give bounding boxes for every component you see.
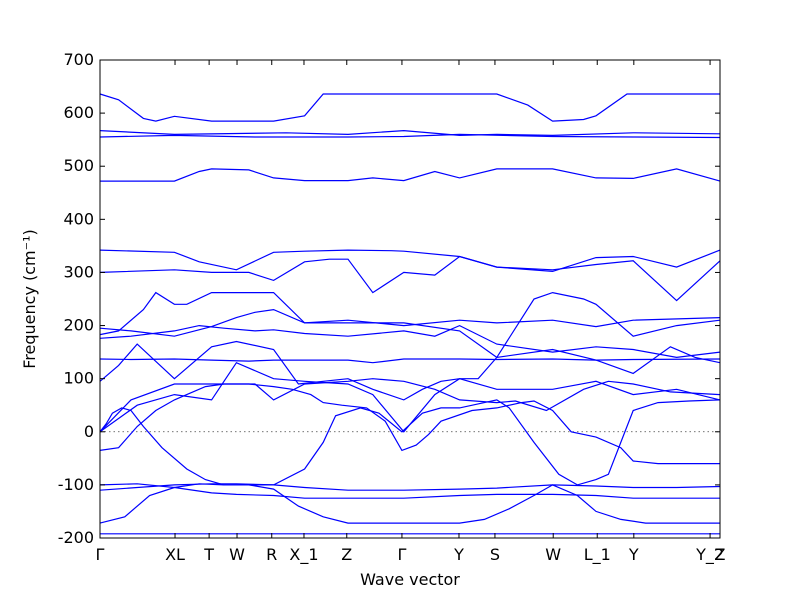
band-line (99, 255, 721, 302)
band-line (99, 133, 721, 139)
y-tick-label: 200 (63, 316, 94, 335)
band-line (99, 291, 721, 336)
y-tick-label: 400 (63, 209, 94, 228)
x-tick-label: XL (165, 545, 185, 564)
x-axis-ticks: Γ XL T W R X_1 Z Γ Y S W L_1 Y Y_2Z (96, 60, 726, 565)
band-line (99, 324, 721, 359)
plot-area (100, 60, 720, 538)
band-line (99, 383, 720, 465)
band-line (99, 378, 721, 433)
x-tick-label: Y_2 (695, 545, 724, 565)
x-tick-label: W (229, 545, 245, 564)
y-tick-label: -200 (58, 528, 94, 547)
x-tick-label: L_1 (584, 545, 611, 565)
band-line (99, 358, 721, 364)
y-tick-label: 300 (63, 262, 94, 281)
plot-frame (99, 59, 721, 539)
x-axis-label: Wave vector (360, 570, 460, 589)
y-tick-label: 600 (63, 103, 94, 122)
x-tick-label: Γ (96, 545, 105, 564)
band-line (100, 168, 721, 182)
y-tick-label: 500 (63, 156, 94, 175)
x-tick-label: R (266, 545, 277, 564)
band-line (99, 249, 721, 273)
x-tick-label: Z (715, 545, 726, 564)
band-line (99, 483, 720, 499)
band-line (99, 93, 720, 122)
x-tick-label: W (545, 545, 561, 564)
x-tick-label: Γ (397, 545, 406, 564)
x-tick-label: Y (453, 545, 464, 564)
y-tick-label: -100 (58, 475, 94, 494)
band-line (99, 399, 721, 486)
x-tick-label: T (203, 545, 214, 564)
x-tick-label: X_1 (289, 545, 318, 565)
band-line (99, 340, 721, 401)
y-tick-label: 0 (84, 422, 94, 441)
x-tick-label: S (490, 545, 500, 564)
band-line (99, 483, 720, 524)
band-line (99, 129, 721, 137)
y-tick-label: 100 (63, 369, 94, 388)
band-series-group (99, 93, 721, 535)
y-axis-ticks: -200 -100 0 100 200 300 400 500 600 700 (58, 50, 720, 547)
y-axis-label: Frequency (cm⁻¹) (20, 229, 39, 368)
y-tick-label: 700 (63, 50, 94, 69)
x-tick-label: Y (628, 545, 639, 564)
x-tick-label: Z (341, 545, 352, 564)
